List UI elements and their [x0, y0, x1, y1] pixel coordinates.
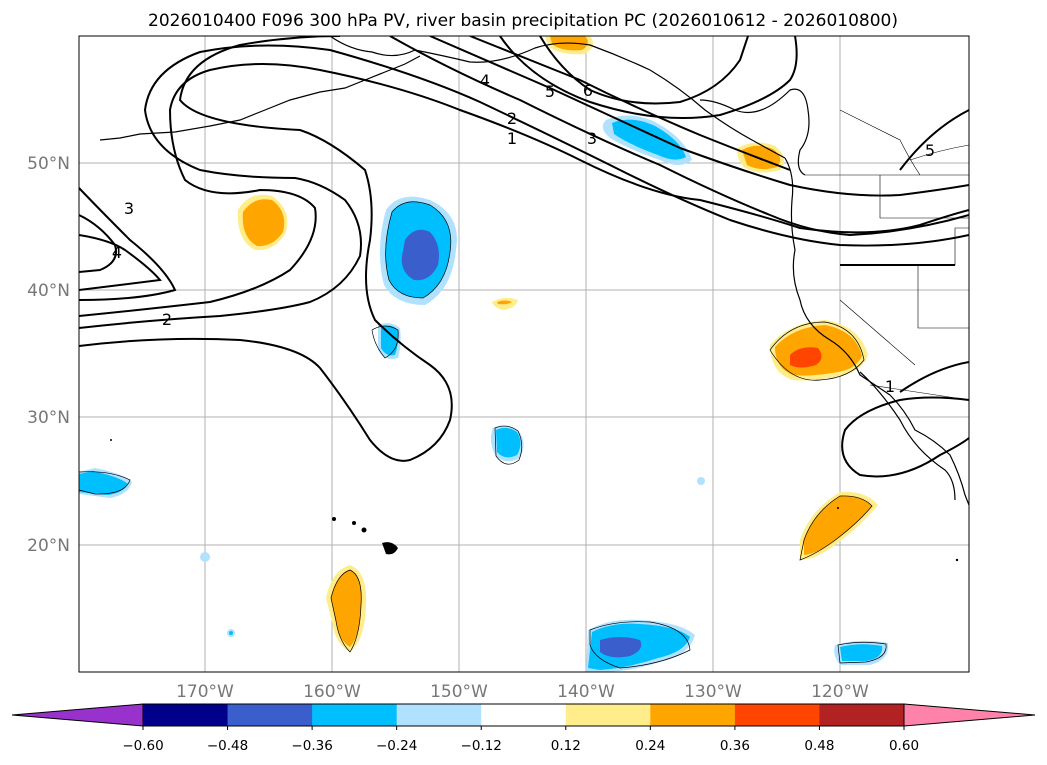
colorbar-cell: [481, 704, 567, 726]
pv-contours: [79, 36, 969, 478]
colorbar-tick-label: −0.36: [291, 738, 332, 754]
map-panel: 1 2 3 4 5 6 2 3 4 1 5: [78, 35, 970, 673]
pv-contour-sw-1: [841, 396, 969, 478]
pv-contour-ring-5: [499, 36, 798, 119]
colorbar-outline: [11, 703, 1036, 727]
colorbar-tick-label: −0.60: [122, 738, 163, 754]
colorbar-cell: [565, 704, 651, 726]
lat-label: 50°N: [27, 154, 70, 174]
colorbar-cell: [650, 704, 736, 726]
colorbar-frame: [142, 703, 905, 727]
longitude-labels: 170°W 160°W 150°W 140°W 130°W 120°W: [176, 682, 869, 702]
pv-contour-upper-2: [429, 36, 969, 197]
lon-label: 150°W: [430, 682, 488, 702]
pv-label: 1: [507, 129, 517, 148]
bc-coast: [699, 88, 810, 176]
lon-label: 130°W: [684, 682, 742, 702]
colorbar-cell: [143, 704, 229, 726]
pv-contour-4: [79, 214, 117, 273]
pv-contour-ring-6: [539, 36, 749, 105]
baja-peninsula: [859, 371, 956, 501]
pv-label: 4: [112, 243, 122, 262]
pv-label: 5: [545, 82, 555, 101]
lon-label: 120°W: [811, 682, 869, 702]
colorbar-tick-label: −0.12: [461, 738, 502, 754]
pv-label: 4: [480, 71, 490, 90]
pv-contour-upper-1: [389, 36, 969, 237]
precip-positive-anomalies: [237, 36, 878, 652]
alaska-coast: [329, 36, 786, 159]
colorbar-tick-label: 0.60: [889, 738, 919, 754]
precip-outlines: [79, 201, 887, 669]
latitude-labels: 50°N 40°N 30°N 20°N: [27, 154, 70, 556]
colorbar-cell: [312, 704, 398, 726]
colorbar-extend-high: [904, 704, 1035, 726]
islands: [110, 439, 959, 562]
pv-label: 5: [925, 141, 935, 160]
pv-label: 2: [507, 109, 517, 128]
colorbar-tick-label: 0.48: [804, 738, 834, 754]
colorbar-cell: [734, 704, 820, 726]
pv-contour-2: [79, 63, 969, 317]
pv-contour-outer-loop: [79, 187, 177, 301]
pv-contour-sw-2: [899, 361, 969, 393]
colorbar-tick-label: −0.48: [207, 738, 248, 754]
lon-label: 160°W: [303, 682, 361, 702]
lon-label: 140°W: [557, 682, 615, 702]
colorbar-tick-label: −0.24: [376, 738, 417, 754]
pv-contour-1: [79, 44, 969, 329]
pv-label: 6: [583, 81, 593, 100]
colorbar-tick-label: 0.24: [635, 738, 665, 754]
colorbar-tick-label: 0.36: [720, 738, 750, 754]
pv-label: 3: [124, 199, 134, 218]
map-frame: [78, 35, 970, 673]
precip-negative-anomalies: [79, 115, 889, 672]
pv-contour-3: [79, 234, 162, 291]
pv-contour-big-loop: [79, 36, 453, 462]
colorbar: −0.60 −0.48 −0.36 −0.24 −0.12 0.12 0.24 0.36 0.4…: [11, 703, 1036, 754]
lat-label: 30°N: [27, 408, 70, 428]
pv-contour-labels: 1 2 3 4 5 6 2 3 4 1 5: [112, 71, 935, 396]
colorbar-tick-label: 0.12: [551, 738, 581, 754]
aleutian-chain: [99, 55, 421, 141]
hawaii-big-island: [382, 542, 398, 555]
pv-contour-upper-3: [469, 36, 791, 171]
pv-label: 1: [885, 377, 895, 396]
figure-title: 2026010400 F096 300 hPa PV, river basin …: [148, 11, 898, 31]
lat-label: 40°N: [27, 281, 70, 301]
colorbar-extend-low: [12, 704, 143, 726]
pv-label: 2: [162, 310, 172, 329]
lon-label: 170°W: [176, 682, 234, 702]
pv-label: 3: [587, 129, 597, 148]
pv-contour-right-5: [899, 109, 969, 171]
colorbar-cell: [819, 704, 905, 726]
lat-label: 20°N: [27, 536, 70, 556]
colorbar-cell: [396, 704, 482, 726]
colorbar-cell: [227, 704, 313, 726]
